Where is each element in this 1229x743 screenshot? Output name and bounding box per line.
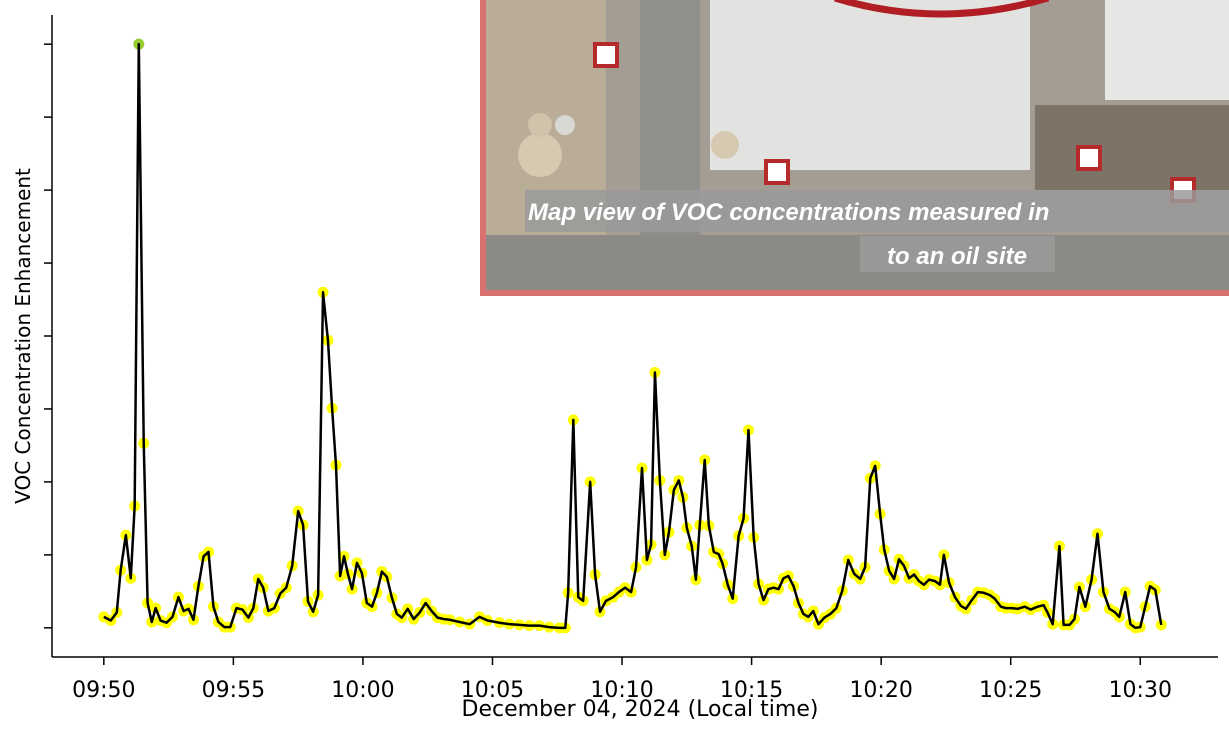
x-tick-label: 09:55 bbox=[202, 678, 265, 703]
map-tank bbox=[711, 131, 739, 159]
map-tank bbox=[528, 113, 552, 137]
x-tick-label: 10:05 bbox=[461, 678, 524, 703]
map-yard bbox=[1035, 105, 1229, 190]
x-axis-label: December 04, 2024 (Local time) bbox=[462, 697, 819, 722]
map-marker bbox=[764, 159, 790, 185]
map-tank bbox=[555, 115, 575, 135]
map-roof bbox=[710, 0, 1030, 170]
caption-background bbox=[525, 190, 1229, 232]
map-street bbox=[486, 235, 1229, 290]
x-tick-label: 10:25 bbox=[979, 678, 1042, 703]
data-line bbox=[103, 42, 1163, 630]
y-axis-label: VOC Concentration Enhancement bbox=[11, 168, 35, 504]
map-caption: Map view of VOC concentrations measured … bbox=[528, 199, 1049, 226]
x-tick-label: 09:50 bbox=[72, 678, 135, 703]
plot-area bbox=[98, 38, 1167, 634]
x-tick-label: 10:30 bbox=[1109, 678, 1172, 703]
map-inset: Map view of VOC concentrations measured … bbox=[480, 0, 1229, 296]
x-tick-label: 10:20 bbox=[849, 678, 912, 703]
map-tank bbox=[518, 133, 562, 177]
map-marker bbox=[1076, 145, 1102, 171]
map-roof bbox=[1105, 0, 1229, 100]
map-caption: to an oil site bbox=[887, 243, 1027, 270]
data-point bbox=[1155, 619, 1167, 631]
map-highlight bbox=[833, 0, 1049, 18]
x-tick-label: 10:10 bbox=[590, 678, 653, 703]
map-marker bbox=[593, 42, 619, 68]
caption-background bbox=[860, 236, 1055, 272]
x-tick-label: 10:00 bbox=[331, 678, 394, 703]
x-tick-label: 10:15 bbox=[720, 678, 783, 703]
